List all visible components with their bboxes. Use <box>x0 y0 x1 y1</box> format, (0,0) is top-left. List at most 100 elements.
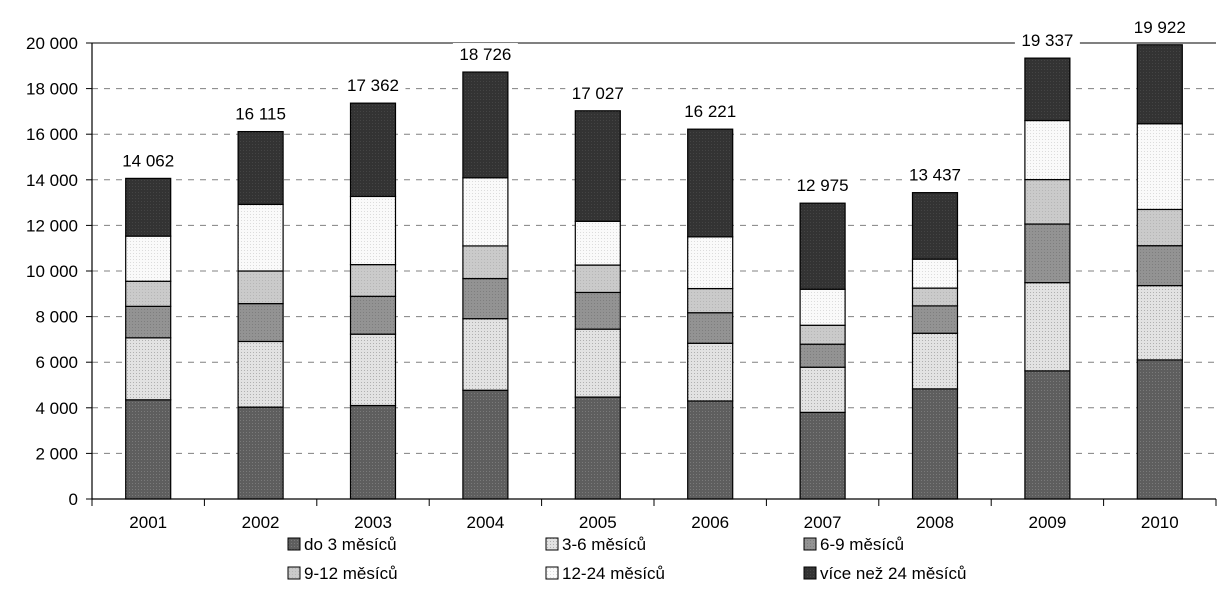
bars <box>125 44 1183 500</box>
y-tick-label: 4 000 <box>35 399 78 418</box>
x-tick-label-2008: 2008 <box>916 513 954 532</box>
bar-segment-2001-5 <box>125 177 172 237</box>
total-label-2004: 18 726 <box>459 45 511 64</box>
bar-segment-2007-3 <box>799 324 846 345</box>
bar-segment-2010-3 <box>1136 208 1183 247</box>
bar-segment-2008-2 <box>911 305 959 334</box>
bar-segment-2004-5 <box>462 71 509 179</box>
bar-segment-2007-2 <box>799 343 846 368</box>
bar-segment-2004-1 <box>462 318 509 391</box>
bar-segment-2006-2 <box>687 312 734 344</box>
legend-swatch-2 <box>803 537 817 551</box>
x-tick-label-2010: 2010 <box>1141 513 1179 532</box>
y-tick-label: 2 000 <box>35 444 78 463</box>
bar-segment-2002-1 <box>237 340 284 408</box>
bar-segment-2002-3 <box>237 270 284 305</box>
bar-segment-2006-1 <box>687 342 734 402</box>
bar-segment-2010-0 <box>1136 359 1183 500</box>
legend-swatch-3 <box>287 566 301 580</box>
total-label-bg <box>677 100 743 123</box>
bar-segment-2010-4 <box>1136 123 1183 211</box>
bar-segment-2006-0 <box>687 400 734 500</box>
bar-segment-2007-0 <box>799 411 846 500</box>
bar-segment-2002-5 <box>237 130 284 206</box>
bar-segment-2001-4 <box>125 235 172 282</box>
legend-swatch-5 <box>803 566 817 580</box>
bar-segment-2006-5 <box>687 128 734 238</box>
bar-segment-2005-1 <box>574 328 621 398</box>
axes: 0 2 000 4 000 6 000 8 000 10 000 12 000 14 000 1… <box>26 34 1217 532</box>
bar-segment-2006-4 <box>687 236 734 290</box>
bar-segment-2001-0 <box>125 399 172 500</box>
bar-segment-2009-2 <box>1024 223 1071 284</box>
total-label-2003: 17 362 <box>347 76 399 95</box>
legend-label-1: 3-6 měsíců <box>562 535 646 554</box>
total-label-bg <box>790 174 856 197</box>
total-labels: 14 062 16 115 17 362 18 726 17 027 16 221 12 9… <box>115 15 1193 197</box>
bar-segment-2004-4 <box>462 177 509 247</box>
bar-segment-2009-4 <box>1024 119 1071 181</box>
bar-segment-2004-3 <box>462 245 509 280</box>
y-tick-label: 10 000 <box>26 262 78 281</box>
total-label-2006: 16 221 <box>684 102 736 121</box>
legend: do 3 měsíců 3-6 měsíců 6-9 měsíců 9-12 měsí… <box>287 535 966 583</box>
total-label-bg <box>902 163 968 186</box>
x-tick-label-2003: 2003 <box>354 513 392 532</box>
legend-label-4: 12-24 měsíců <box>562 564 665 583</box>
bar-segment-2006-3 <box>687 287 734 314</box>
bar-segment-2004-0 <box>462 389 509 500</box>
bar-segment-2008-3 <box>911 287 959 307</box>
x-tick-label-2005: 2005 <box>579 513 617 532</box>
legend-label-2: 6-9 měsíců <box>820 535 904 554</box>
bar-segment-2009-3 <box>1024 178 1071 225</box>
bar-segment-2010-5 <box>1136 44 1183 125</box>
bar-segment-2009-1 <box>1024 282 1071 372</box>
bar-segment-2001-3 <box>125 280 172 307</box>
total-label-2001: 14 062 <box>122 151 174 170</box>
bar-segment-2008-4 <box>911 258 959 289</box>
y-tick-label: 12 000 <box>26 216 78 235</box>
bar-segment-2003-4 <box>349 195 397 266</box>
x-tick-label-2002: 2002 <box>242 513 280 532</box>
bar-segment-2009-5 <box>1024 57 1071 122</box>
legend-swatch-1 <box>545 537 559 551</box>
total-label-bg <box>1014 29 1080 52</box>
legend-swatch-0 <box>287 537 301 551</box>
total-label-bg <box>565 81 631 104</box>
bar-segment-2005-5 <box>574 110 621 222</box>
x-tick-label-2006: 2006 <box>691 513 729 532</box>
total-label-2008: 13 437 <box>909 166 961 185</box>
bar-segment-2008-1 <box>911 332 959 390</box>
x-tick-label-2009: 2009 <box>1028 513 1066 532</box>
bar-segment-2003-0 <box>349 404 397 500</box>
bar-segment-2003-5 <box>349 102 397 198</box>
y-tick-label: 14 000 <box>26 171 78 190</box>
bar-segment-2003-1 <box>349 333 397 407</box>
total-label-bg <box>115 149 181 172</box>
bar-segment-2010-1 <box>1136 284 1183 361</box>
legend-label-5: více než 24 měsíců <box>820 564 966 583</box>
total-label-2010: 19 922 <box>1134 18 1186 37</box>
bar-segment-2008-5 <box>911 192 959 260</box>
bar-segment-2001-2 <box>125 305 172 339</box>
bar-segment-2002-0 <box>237 406 284 500</box>
total-label-2005: 17 027 <box>572 84 624 103</box>
bar-segment-2005-4 <box>574 220 621 266</box>
legend-label-0: do 3 měsíců <box>304 535 397 554</box>
bar-segment-2005-0 <box>574 396 621 500</box>
bar-segment-2007-4 <box>799 288 846 326</box>
total-label-bg <box>452 43 518 66</box>
total-label-bg <box>340 74 406 97</box>
total-label-2007: 12 975 <box>797 176 849 195</box>
total-label-2009: 19 337 <box>1021 31 1073 50</box>
total-label-bg <box>1127 15 1193 38</box>
bar-segment-2001-1 <box>125 337 172 401</box>
bar-segment-2008-0 <box>911 388 959 500</box>
x-tick-label-2004: 2004 <box>466 513 504 532</box>
bar-segment-2007-5 <box>799 202 846 290</box>
legend-label-3: 9-12 měsíců <box>304 564 398 583</box>
y-tick-label: 0 <box>69 490 78 509</box>
y-tick-label: 20 000 <box>26 34 78 53</box>
x-tick-label-2001: 2001 <box>129 513 167 532</box>
